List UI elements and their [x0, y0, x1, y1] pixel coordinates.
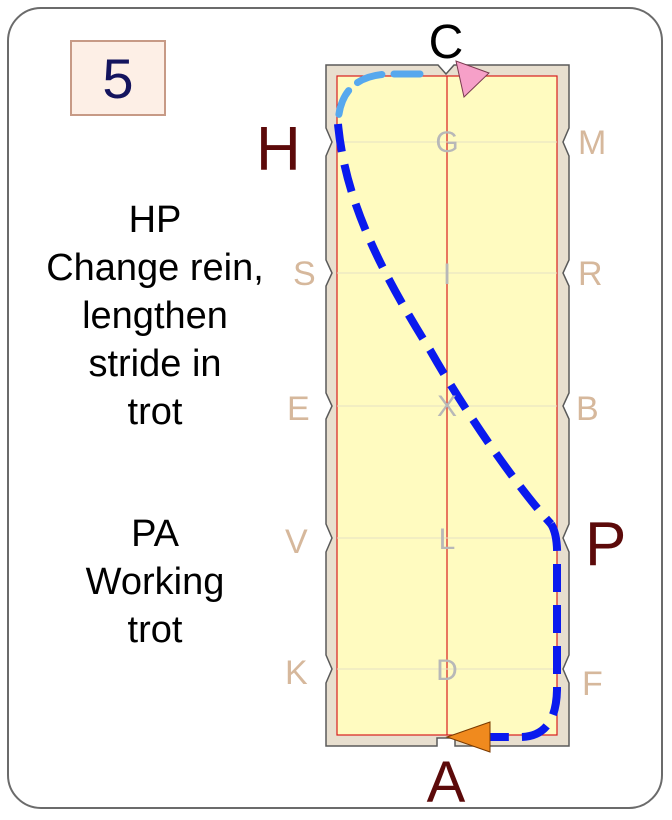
letter-H: H [256, 115, 301, 184]
letter-F: F [582, 665, 603, 703]
letter-D: D [436, 654, 458, 687]
instruction-line: Change rein, [46, 247, 264, 289]
instruction-line: stride in [88, 343, 222, 385]
letter-K: K [285, 654, 308, 692]
path-segment-diagonal [334, 123, 554, 527]
letter-L: L [439, 523, 456, 556]
movement-number: 5 [102, 46, 134, 110]
letter-X: X [437, 390, 457, 423]
instruction-line: PA [131, 513, 179, 555]
letter-I: I [443, 258, 451, 291]
letter-M: M [578, 124, 606, 162]
instruction-line: trot [127, 609, 183, 651]
path-segment-corner [334, 70, 424, 128]
letter-G: G [435, 126, 458, 159]
start-arrow-icon [445, 721, 491, 753]
end-arrow-icon [455, 60, 490, 98]
instruction-block-1: HP Change rein, lengthen stride in trot [20, 196, 290, 436]
letter-E: E [287, 390, 310, 428]
instruction-line: lengthen [82, 295, 228, 337]
letter-V: V [285, 523, 308, 561]
instruction-line: trot [127, 391, 183, 433]
letter-B: B [576, 390, 599, 428]
letter-C: C [429, 16, 464, 69]
path-segment-track [470, 521, 562, 741]
instruction-line: HP [128, 199, 182, 241]
letter-P: P [585, 510, 626, 579]
letter-S: S [293, 255, 316, 293]
letter-R: R [578, 255, 603, 293]
instruction-block-2: PA Working trot [20, 510, 290, 654]
movement-number-box: 5 [70, 40, 166, 116]
letter-A: A [427, 750, 466, 815]
instruction-line: Working [85, 561, 225, 603]
